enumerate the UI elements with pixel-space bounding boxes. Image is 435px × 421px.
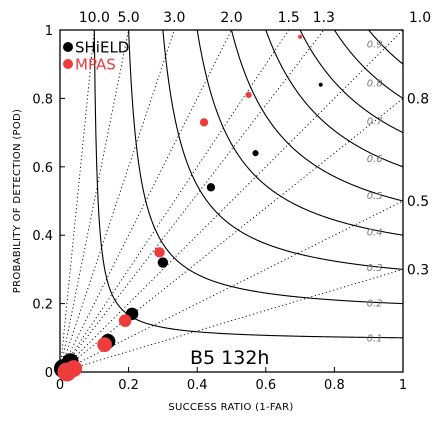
y-tick-label-1: 0.2	[32, 298, 53, 313]
x-tick-label-0: 0	[56, 378, 64, 393]
bias-label-6: 1.0	[409, 10, 431, 26]
point-shield-0	[318, 82, 323, 87]
legend-label-0: SHiELD	[75, 39, 129, 57]
panel-annotation: B5 132h	[190, 347, 269, 369]
point-shield-2	[206, 183, 216, 192]
csi-contour-5	[265, 29, 404, 168]
bias-line-0	[59, 29, 95, 373]
bias-label-7: 0.8	[407, 91, 429, 107]
bias-labels: 10.0 5.0 3.0 2.0 1.5 1.3 1.0 0.8 0.5 0.3	[79, 10, 431, 278]
y-tick-label-5: 1	[45, 24, 53, 39]
bias-label-1: 5.0	[117, 10, 139, 26]
x-tick-label-3: 0.6	[255, 378, 276, 393]
bias-label-5: 1.3	[313, 10, 335, 26]
point-shield-1	[252, 150, 259, 157]
csi-label-3: 0.4	[367, 227, 383, 238]
bias-label-0: 10.0	[79, 10, 110, 26]
csi-contour-7	[333, 29, 404, 99]
bias-line-2	[59, 29, 175, 373]
bias-line-5	[59, 29, 325, 373]
legend-marker-1	[63, 59, 73, 69]
point-shield-3	[157, 257, 169, 268]
bias-line-9	[59, 268, 404, 373]
csi-label-7: 0.8	[367, 78, 383, 89]
bias-label-4: 1.5	[278, 10, 300, 26]
csi-contour-8	[368, 29, 404, 65]
csi-contour-0	[93, 30, 404, 339]
legend-label-1: MPAS	[75, 56, 116, 74]
bias-label-3: 2.0	[220, 10, 242, 26]
bias-label-8: 0.5	[407, 194, 429, 210]
bias-label-9: 0.3	[407, 262, 429, 278]
point-mpas-7	[57, 362, 77, 382]
csi-contour-4	[230, 29, 404, 202]
y-tick-label-2: 0.4	[32, 229, 53, 244]
csi-contour-3	[196, 29, 404, 236]
bias-line-8	[59, 200, 404, 373]
csi-label-8: 0.9	[367, 40, 383, 51]
csi-label-0: 0.1	[367, 334, 383, 345]
y-tick-label-4: 0.8	[32, 92, 53, 107]
x-tick-label-2: 0.4	[187, 378, 208, 393]
point-mpas-5	[97, 337, 112, 353]
y-axis-title: PROBABILITY OF DETECTION (POD)	[12, 109, 23, 294]
data-points	[53, 34, 323, 382]
x-tick-label-4: 0.8	[324, 378, 345, 393]
x-axis-ticks: 0 0.2 0.4 0.6 0.8 1	[56, 367, 407, 393]
x-tick-label-1: 0.2	[118, 378, 139, 393]
csi-label-5: 0.6	[367, 154, 383, 165]
x-tick-label-5: 1	[399, 378, 407, 393]
legend-marker-0	[63, 42, 73, 52]
bias-line-7	[59, 98, 404, 373]
point-mpas-1	[245, 91, 252, 99]
csi-contours: 0.1 0.2 0.3 0.4 0.5 0.6 0.7 0.8 0.9	[93, 29, 404, 345]
bias-line-6	[59, 29, 404, 373]
csi-contour-6	[299, 29, 404, 134]
csi-label-1: 0.2	[367, 299, 383, 310]
y-tick-label-0: 0	[45, 366, 53, 381]
bias-line-4	[59, 29, 290, 373]
y-axis-ticks: 0 0.2 0.4 0.6 0.8 1	[32, 24, 65, 381]
csi-label-2: 0.3	[367, 263, 383, 274]
point-mpas-4	[118, 314, 132, 327]
y-tick-label-3: 0.6	[32, 161, 53, 176]
point-mpas-0	[298, 34, 303, 39]
bias-label-2: 3.0	[163, 10, 185, 26]
csi-contour-1	[128, 29, 404, 305]
plot-frame	[59, 29, 404, 373]
bias-line-1	[59, 29, 130, 373]
csi-label-4: 0.5	[367, 191, 383, 202]
point-mpas-3	[154, 247, 165, 258]
point-mpas-2	[199, 118, 209, 127]
csi-label-6: 0.7	[367, 116, 384, 127]
x-axis-title: SUCCESS RATIO (1-FAR)	[168, 402, 293, 413]
bias-lines	[59, 29, 404, 373]
csi-contour-2	[162, 29, 404, 270]
